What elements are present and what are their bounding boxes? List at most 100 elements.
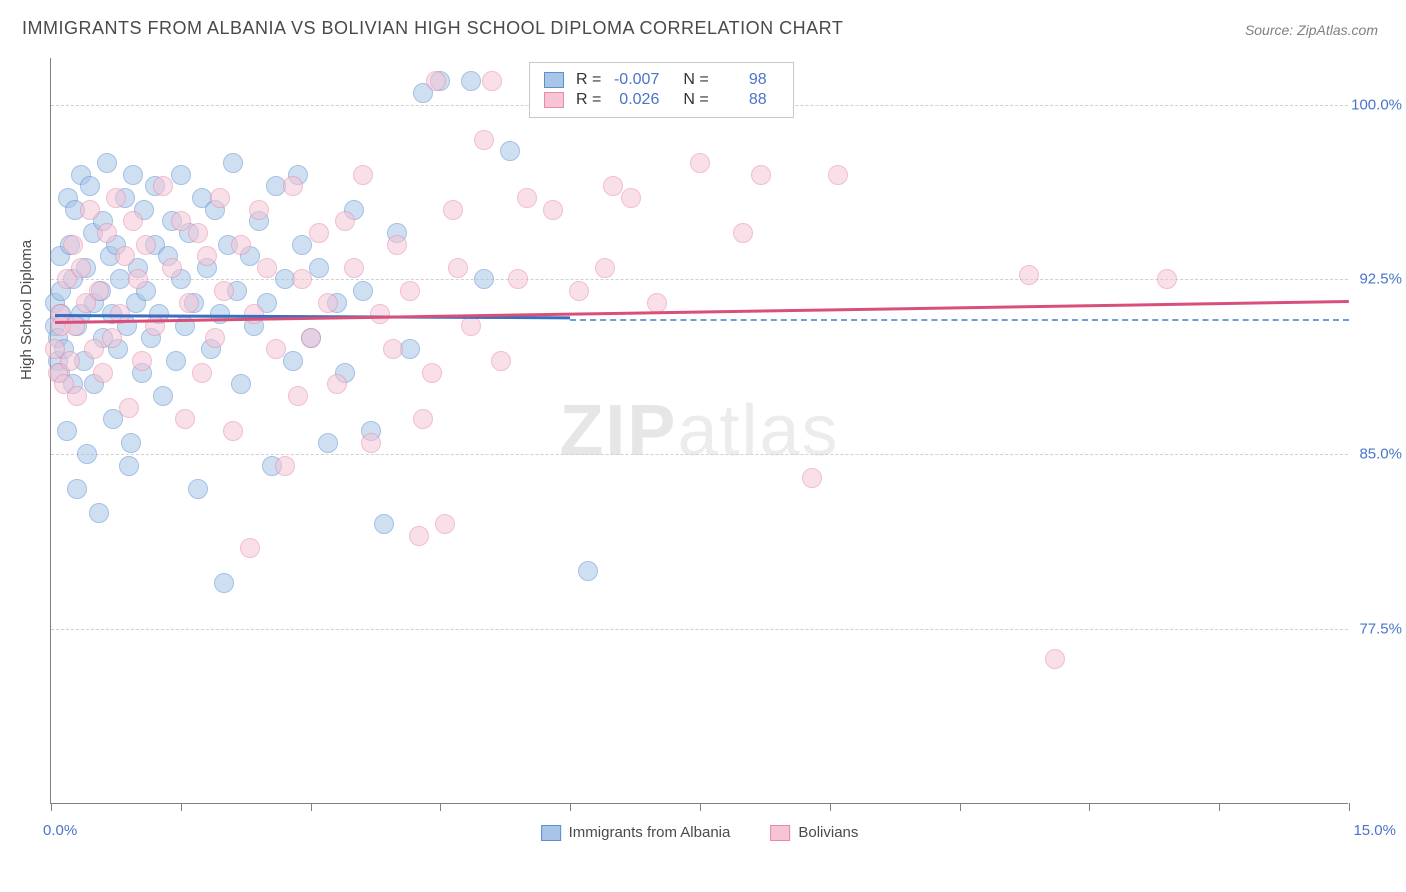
data-point <box>400 281 420 301</box>
data-point <box>275 456 295 476</box>
data-point <box>595 258 615 278</box>
data-point <box>119 398 139 418</box>
data-point <box>57 421 77 441</box>
data-point <box>344 258 364 278</box>
data-point <box>80 200 100 220</box>
data-point <box>603 176 623 196</box>
watermark-bold: ZIP <box>559 391 677 471</box>
data-point <box>97 223 117 243</box>
stats-row: R =0.026N =88 <box>544 91 779 109</box>
data-point <box>751 165 771 185</box>
data-point <box>517 188 537 208</box>
x-tick <box>1349 803 1350 811</box>
y-tick-label: 85.0% <box>1359 446 1402 463</box>
source-label: Source: ZipAtlas.com <box>1245 22 1378 38</box>
x-tick <box>700 803 701 811</box>
data-point <box>422 363 442 383</box>
data-point <box>374 514 394 534</box>
data-point <box>690 153 710 173</box>
data-point <box>89 281 109 301</box>
x-tick <box>570 803 571 811</box>
data-point <box>387 235 407 255</box>
x-tick <box>830 803 831 811</box>
data-point <box>266 339 286 359</box>
data-point <box>383 339 403 359</box>
data-point <box>301 328 321 348</box>
data-point <box>283 176 303 196</box>
data-point <box>249 200 269 220</box>
stats-row: R =-0.007N =98 <box>544 71 779 89</box>
y-tick-label: 77.5% <box>1359 621 1402 638</box>
data-point <box>80 176 100 196</box>
data-point <box>89 503 109 523</box>
x-axis-min-label: 0.0% <box>43 822 77 839</box>
legend-swatch <box>544 72 564 88</box>
data-point <box>1157 269 1177 289</box>
data-point <box>65 316 85 336</box>
data-point <box>97 153 117 173</box>
x-tick <box>440 803 441 811</box>
data-point <box>543 200 563 220</box>
data-point <box>335 211 355 231</box>
data-point <box>443 200 463 220</box>
data-point <box>115 246 135 266</box>
data-point <box>1019 265 1039 285</box>
trend-line-extension <box>570 319 1349 321</box>
data-point <box>192 363 212 383</box>
data-point <box>166 351 186 371</box>
data-point <box>197 246 217 266</box>
stat-n-label: N = <box>683 71 708 89</box>
gridline <box>51 454 1348 455</box>
stat-n-value: 88 <box>717 91 767 109</box>
data-point <box>309 258 329 278</box>
data-point <box>67 479 87 499</box>
x-tick <box>51 803 52 811</box>
data-point <box>288 386 308 406</box>
data-point <box>210 188 230 208</box>
data-point <box>1045 649 1065 669</box>
data-point <box>136 235 156 255</box>
data-point <box>179 293 199 313</box>
stat-r-value: 0.026 <box>609 91 659 109</box>
data-point <box>223 153 243 173</box>
plot-area: ZIPatlas 77.5%85.0%92.5%100.0% R =-0.007… <box>50 58 1348 804</box>
data-point <box>482 71 502 91</box>
data-point <box>283 351 303 371</box>
data-point <box>214 281 234 301</box>
stat-n-label: N = <box>683 91 708 109</box>
data-point <box>257 258 277 278</box>
data-point <box>435 514 455 534</box>
x-tick <box>1219 803 1220 811</box>
stats-legend-box: R =-0.007N =98R =0.026N =88 <box>529 62 794 118</box>
gridline <box>51 279 1348 280</box>
data-point <box>188 223 208 243</box>
data-point <box>63 235 83 255</box>
data-point <box>67 386 87 406</box>
legend-swatch <box>770 825 790 841</box>
legend-item: Bolivians <box>770 824 858 841</box>
stat-r-value: -0.007 <box>609 71 659 89</box>
data-point <box>153 386 173 406</box>
data-point <box>361 433 381 453</box>
data-point <box>309 223 329 243</box>
data-point <box>153 176 173 196</box>
data-point <box>231 374 251 394</box>
data-point <box>474 269 494 289</box>
data-point <box>318 433 338 453</box>
data-point <box>123 165 143 185</box>
bottom-legend: Immigrants from Albania Bolivians <box>541 824 859 841</box>
y-tick-label: 100.0% <box>1351 96 1402 113</box>
x-tick <box>1089 803 1090 811</box>
data-point <box>370 304 390 324</box>
watermark-light: atlas <box>677 391 839 471</box>
data-point <box>231 235 251 255</box>
data-point <box>102 328 122 348</box>
legend-label: Immigrants from Albania <box>569 824 731 841</box>
data-point <box>71 258 91 278</box>
data-point <box>353 165 373 185</box>
data-point <box>500 141 520 161</box>
data-point <box>121 433 141 453</box>
data-point <box>409 526 429 546</box>
data-point <box>327 374 347 394</box>
data-point <box>205 328 225 348</box>
